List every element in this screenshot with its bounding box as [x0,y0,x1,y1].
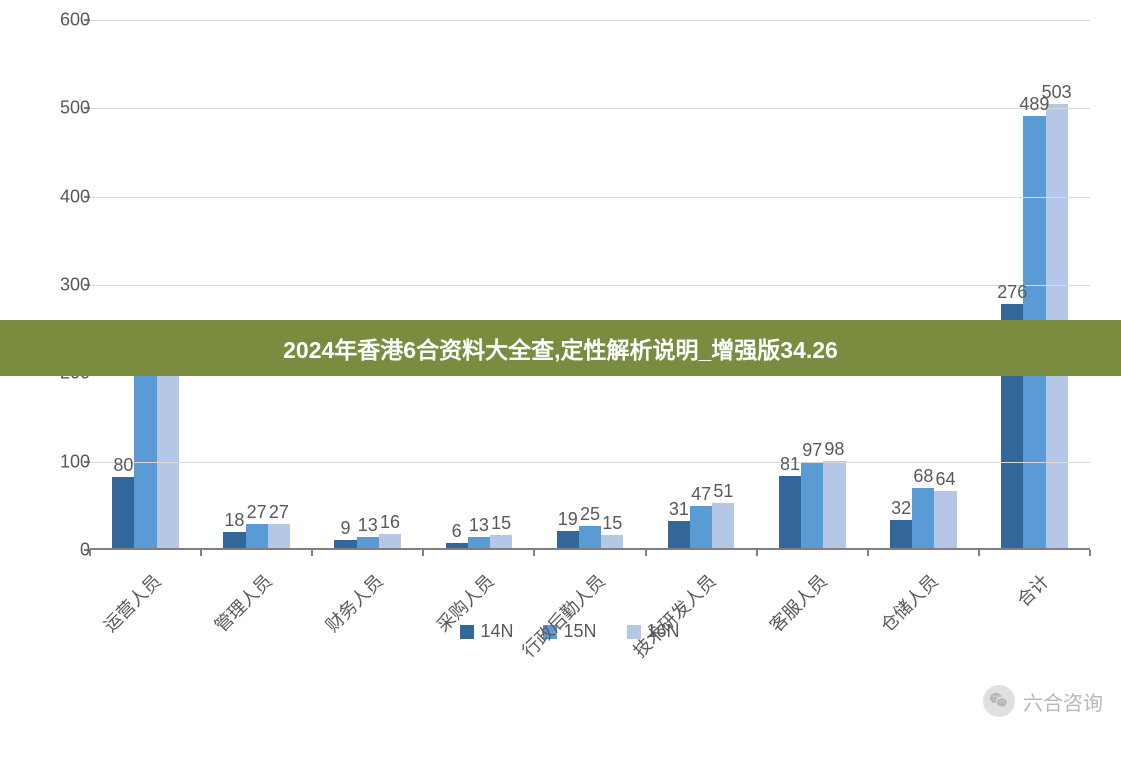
bar [668,521,690,548]
bar-value-label: 80 [113,455,133,476]
watermark: 六合咨询 [983,685,1103,717]
x-tick-mark [422,550,424,556]
bar [601,535,623,548]
x-tick-mark [978,550,980,556]
bar [490,535,512,548]
overlay-banner: 2024年香港6合资料大全查,定性解析说明_增强版34.26 [0,320,1121,376]
bar [779,476,801,548]
bar-value-label: 51 [713,481,733,502]
bar [934,491,956,548]
bar [446,543,468,548]
bar-value-label: 18 [224,510,244,531]
x-axis-label: 技术研发人员 [627,568,722,663]
bar-value-label: 6 [452,521,462,542]
gridline [90,462,1090,463]
legend-item: 14N [460,621,513,642]
x-tick-mark [311,550,313,556]
bar [468,537,490,548]
y-tick-label: 100 [50,451,90,472]
bar-value-label: 32 [891,498,911,519]
bar-value-label: 64 [936,469,956,490]
watermark-text: 六合咨询 [1023,687,1103,716]
bar [223,532,245,548]
bar-value-label: 503 [1042,82,1072,103]
legend-label: 14N [480,621,513,642]
bar-value-label: 9 [341,518,351,539]
x-tick-mark [645,550,647,556]
overlay-banner-text: 2024年香港6合资料大全查,定性解析说明_增强版34.26 [283,331,838,365]
gridline [90,108,1090,109]
bar-value-label: 98 [824,439,844,460]
bar [246,524,268,548]
bar-value-label: 97 [802,440,822,461]
bar-value-label: 68 [913,466,933,487]
bar-value-label: 15 [491,513,511,534]
y-tick-label: 0 [50,540,90,561]
wechat-icon [983,685,1015,717]
bar-value-label: 19 [558,509,578,530]
bar [357,537,379,548]
bar [557,531,579,548]
x-tick-mark [1089,550,1091,556]
bar [690,506,712,548]
bar [912,488,934,548]
bar [801,462,823,548]
y-tick-label: 500 [50,98,90,119]
gridline [90,20,1090,21]
bar-value-label: 47 [691,484,711,505]
x-tick-mark [533,550,535,556]
gridline [90,285,1090,286]
bar-value-label: 13 [469,515,489,536]
bar-value-label: 27 [247,502,267,523]
x-axis-label: 行政后勤人员 [516,568,611,663]
bar-value-label: 16 [380,512,400,533]
bar-value-label: 31 [669,499,689,520]
bar-value-label: 81 [780,454,800,475]
y-tick-label: 600 [50,10,90,31]
x-tick-mark [89,550,91,556]
bar-value-label: 276 [997,282,1027,303]
y-tick-label: 300 [50,275,90,296]
x-axis-label: 合计 [1011,568,1055,612]
bar [268,524,290,548]
legend-swatch [460,625,474,639]
x-tick-mark [756,550,758,556]
x-tick-mark [200,550,202,556]
bar [712,503,734,548]
bar-value-label: 27 [269,502,289,523]
bar [112,477,134,548]
bar [823,461,845,548]
gridline [90,197,1090,198]
bar-value-label: 25 [580,504,600,525]
bar [579,526,601,548]
bar-value-label: 15 [602,513,622,534]
bar [890,520,912,548]
bar-value-label: 13 [358,515,378,536]
bar [134,372,156,548]
bar [379,534,401,548]
x-tick-mark [867,550,869,556]
bar [334,540,356,548]
y-tick-label: 400 [50,186,90,207]
bar [157,356,179,548]
